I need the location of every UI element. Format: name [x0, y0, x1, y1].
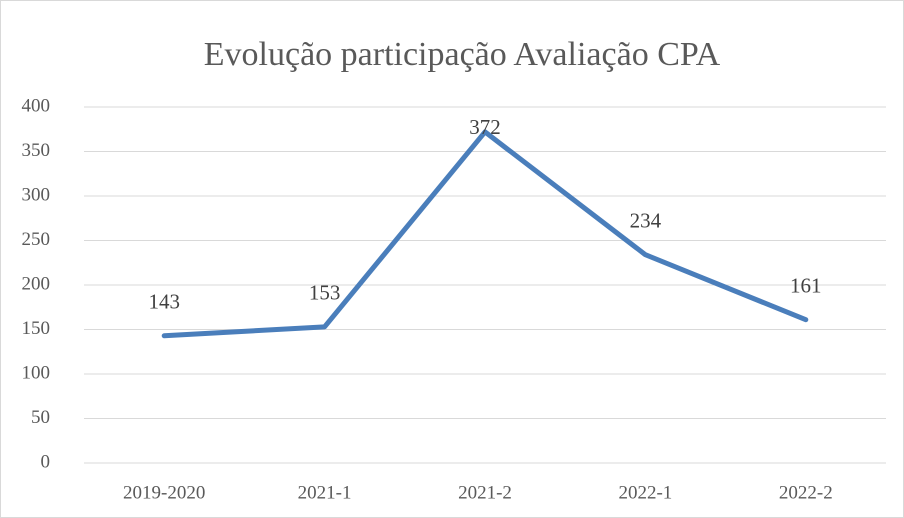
y-tick-label: 100: [22, 362, 51, 383]
x-tick-label: 2022-2: [779, 482, 833, 503]
data-label: 143: [148, 290, 180, 314]
y-tick-label: 250: [22, 229, 51, 250]
x-tick-label: 2021-2: [458, 482, 512, 503]
y-tick-label: 400: [22, 95, 51, 116]
y-tick-label: 300: [22, 184, 51, 205]
x-tick-label: 2021-1: [298, 482, 352, 503]
x-tick-label: 2019-2020: [123, 482, 205, 503]
data-label: 153: [309, 281, 341, 305]
data-label: 372: [469, 115, 501, 139]
y-tick-label: 200: [22, 273, 51, 294]
x-tick-label: 2022-1: [618, 482, 672, 503]
chart-title: Evolução participação Avaliação CPA: [204, 36, 721, 73]
y-tick-label: 0: [41, 451, 51, 472]
data-line: [161, 129, 809, 339]
y-tick-label: 50: [31, 407, 50, 428]
data-label: 161: [790, 274, 822, 298]
data-label: 234: [630, 209, 662, 233]
y-tick-label: 350: [22, 140, 51, 161]
y-tick-label: 150: [22, 318, 51, 339]
